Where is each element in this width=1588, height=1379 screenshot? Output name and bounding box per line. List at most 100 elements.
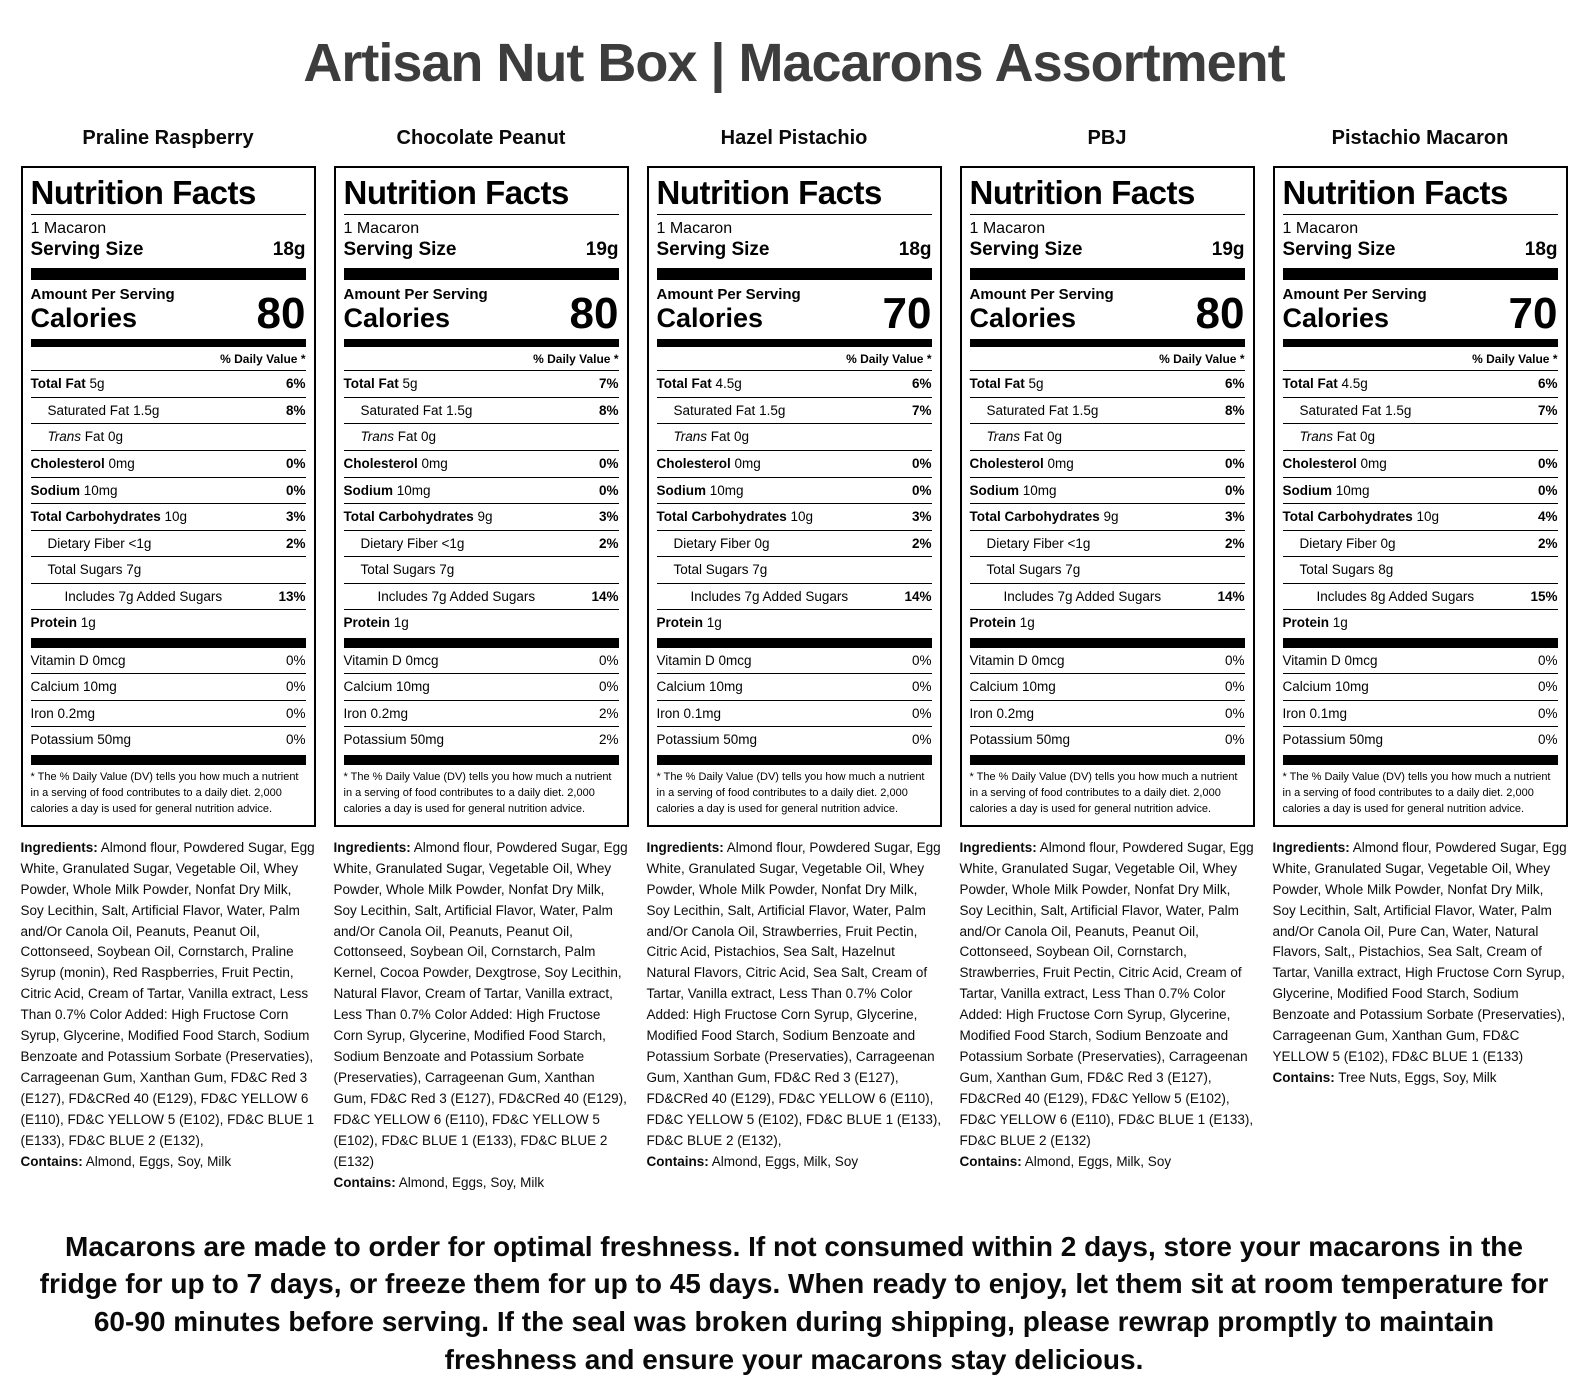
divider-bar: [1282, 268, 1558, 281]
calories-value: 70: [1508, 288, 1558, 338]
daily-value-percent: 3%: [911, 509, 932, 525]
nutrient-name: Potassium 50mg: [656, 732, 758, 748]
daily-value-percent: 0%: [911, 705, 932, 721]
nutrient-name: Sodium 10mg: [343, 482, 431, 498]
nutrient-name: Total Fat 5g: [30, 376, 105, 392]
serving-description: 1 Macaron: [30, 220, 107, 238]
vitamin-rows: Vitamin D 0mcg 0% Calcium 10mg 0% Iron 0.2mg…: [343, 648, 619, 753]
daily-value-footnote: * The % Daily Value (DV) tells you how m…: [30, 771, 299, 815]
nutrient-name: Protein 1g: [30, 615, 96, 631]
nutrient-name: Includes 8g Added Sugars: [1316, 588, 1475, 604]
flavor-column: Pistachio Macaron Nutrition Facts 1 Maca…: [1272, 127, 1568, 1193]
nutrient-row: Saturated Fat 1.5g 8%: [969, 398, 1245, 425]
ingredients-text: Almond flour, Powdered Sugar, Egg White,…: [333, 839, 628, 1169]
nutrient-name: Potassium 50mg: [1282, 732, 1384, 748]
nutrient-name: Cholesterol 0mg: [1282, 456, 1387, 472]
nutrient-name: Iron 0.1mg: [656, 705, 722, 721]
calories-row: Amount Per Serving Calories 70: [657, 286, 932, 336]
nutrient-name: Iron 0.2mg: [969, 705, 1035, 721]
nutrient-row: Total Carbohydrates 10g 3%: [30, 504, 306, 531]
vitamin-row: Vitamin D 0mcg 0%: [1282, 648, 1558, 675]
nutrient-row: Total Fat 5g 6%: [30, 371, 306, 398]
nutrient-name: Vitamin D 0mcg: [343, 652, 439, 668]
ingredients-text: Almond flour, Powdered Sugar, Egg White,…: [646, 839, 942, 1148]
nutrient-name: Saturated Fat 1.5g: [1299, 402, 1412, 418]
ingredients-label: Ingredients:: [20, 839, 98, 855]
labels-row: Praline Raspberry Nutrition Facts 1 Maca…: [20, 127, 1568, 1193]
contains-label: Contains:: [20, 1153, 83, 1169]
daily-value-percent: 0%: [911, 482, 932, 498]
nutrient-rows: Total Fat 4.5g 6% Saturated Fat 1.5g 7% Tran…: [656, 371, 932, 636]
nutrient-name: Total Carbohydrates 10g: [1282, 509, 1440, 525]
nutrient-row: Trans Fat 0g: [969, 424, 1245, 452]
nutrition-facts-heading: Nutrition Facts: [969, 176, 1245, 216]
nutrient-row: Protein 1g: [970, 610, 1245, 636]
ingredients-paragraph: Ingredients: Almond flour, Powdered Suga…: [21, 838, 316, 1173]
daily-value-percent: 0%: [285, 456, 306, 472]
nutrient-name: Dietary Fiber 0g: [1299, 535, 1396, 551]
nutrient-row: Sodium 10mg 0%: [343, 478, 619, 505]
nutrient-name: Total Fat 5g: [969, 376, 1044, 392]
ingredients-label: Ingredients:: [646, 839, 724, 855]
vitamin-row: Potassium 50mg 2%: [344, 727, 619, 753]
vitamin-row: Calcium 10mg 0%: [656, 674, 932, 701]
contains-line: Contains: Almond, Eggs, Soy, Milk: [334, 1173, 629, 1194]
calories-labels: Amount Per Serving Calories: [1283, 286, 1427, 332]
divider-bar: [969, 268, 1245, 281]
daily-value-percent: 0%: [1224, 732, 1245, 748]
contains-text: Almond, Eggs, Milk, Soy: [711, 1153, 859, 1169]
nutrient-row: Sodium 10mg 0%: [30, 478, 306, 505]
nutrient-name: Total Carbohydrates 10g: [656, 509, 814, 525]
serving-size-value: 18g: [1524, 239, 1558, 261]
nutrient-name: Trans Fat 0g: [1299, 429, 1376, 445]
nutrient-name: Protein 1g: [343, 615, 409, 631]
nutrient-row: Protein 1g: [657, 610, 932, 636]
daily-value-percent: 2%: [285, 535, 306, 551]
daily-value-percent: 8%: [285, 402, 306, 418]
nutrient-row: Dietary Fiber <1g 2%: [969, 531, 1245, 558]
ingredients-paragraph: Ingredients: Almond flour, Powdered Suga…: [334, 838, 629, 1194]
daily-value-percent: 6%: [1537, 376, 1558, 392]
nutrient-name: Iron 0.2mg: [30, 705, 96, 721]
page-title: Artisan Nut Box | Macarons Assortment: [303, 33, 1285, 93]
nutrient-name: Calcium 10mg: [343, 679, 430, 695]
serving-description: 1 Macaron: [343, 220, 420, 238]
nutrition-facts-label: Nutrition Facts 1 Macaron Serving Size 1…: [333, 166, 629, 827]
nutrient-name: Cholesterol 0mg: [656, 456, 761, 472]
nutrient-name: Cholesterol 0mg: [30, 456, 135, 472]
nutrient-name: Total Fat 4.5g: [656, 376, 742, 392]
nutrient-row: Protein 1g: [1283, 610, 1558, 636]
nutrient-name: Calcium 10mg: [30, 679, 117, 695]
daily-value-header: % Daily Value *: [1282, 347, 1558, 372]
nutrient-row: Sodium 10mg 0%: [969, 478, 1245, 505]
daily-value-percent: 14%: [904, 588, 932, 604]
nutrient-name: Vitamin D 0mcg: [1282, 652, 1378, 668]
nutrient-row: Total Carbohydrates 9g 3%: [343, 504, 619, 531]
daily-value-percent: 0%: [1224, 456, 1245, 472]
daily-value-percent: 0%: [1537, 456, 1558, 472]
nutrient-row: Protein 1g: [31, 610, 306, 636]
ingredients-label: Ingredients:: [959, 839, 1037, 855]
nutrient-name: Vitamin D 0mcg: [656, 652, 752, 668]
daily-value-percent: 0%: [285, 679, 306, 695]
flavor-title: Praline Raspberry: [82, 127, 254, 150]
serving-description: 1 Macaron: [656, 220, 733, 238]
flavor-title: PBJ: [1087, 127, 1127, 150]
nutrient-row: Total Sugars 7g: [343, 557, 619, 584]
daily-value-percent: 0%: [911, 652, 932, 668]
ingredients-paragraph: Ingredients: Almond flour, Powdered Suga…: [1273, 838, 1568, 1089]
nutrient-name: Sodium 10mg: [1282, 482, 1370, 498]
calories-label: Calories: [1282, 303, 1390, 334]
daily-value-footnote: * The % Daily Value (DV) tells you how m…: [969, 771, 1238, 815]
nutrient-row: Includes 7g Added Sugars 14%: [343, 584, 619, 611]
nutrient-name: Vitamin D 0mcg: [969, 652, 1065, 668]
nutrient-row: Trans Fat 0g: [1282, 424, 1558, 452]
serving-size-value: 19g: [585, 239, 619, 261]
ingredients-text: Almond flour, Powdered Sugar, Egg White,…: [1272, 839, 1567, 1065]
calories-row: Amount Per Serving Calories 80: [970, 286, 1245, 336]
nutrient-name: Trans Fat 0g: [986, 429, 1063, 445]
nutrient-row: Includes 7g Added Sugars 13%: [30, 584, 306, 611]
flavor-column: Chocolate Peanut Nutrition Facts 1 Macar…: [333, 127, 629, 1194]
nutrient-row: Total Sugars 7g: [969, 557, 1245, 584]
daily-value-percent: 0%: [1224, 679, 1245, 695]
